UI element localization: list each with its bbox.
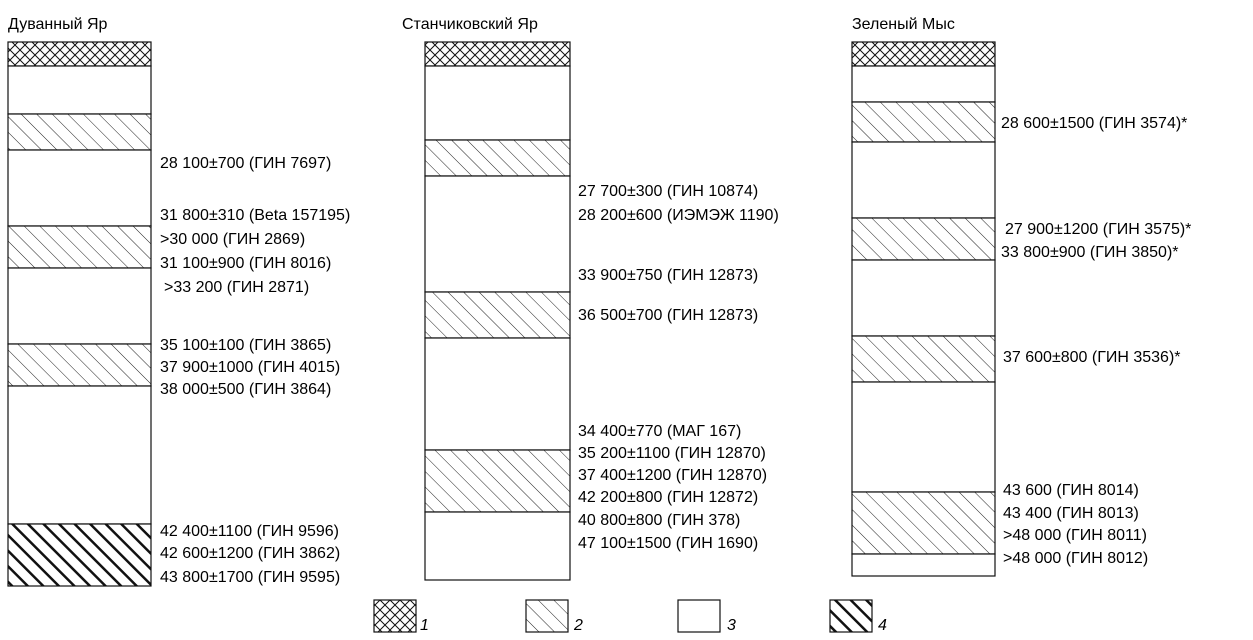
legend-label: 3: [727, 617, 736, 634]
column-duvanny-yar: Дуванный Яр 28 100±700 (ГИН 7697) 31 800…: [7, 16, 350, 587]
date-label: 27 900±1200 (ГИН 3575)*: [1005, 221, 1191, 238]
layer-blank: [851, 141, 996, 219]
date-label: 33 800±900 (ГИН 3850)*: [1001, 244, 1179, 261]
legend-item: 1: [373, 599, 429, 634]
layer-hatched: [851, 101, 996, 143]
legend-swatch-blank: [677, 599, 721, 633]
column-zeleny-mys: Зеленый Мыс 28 600±1500 (ГИН 3574)* 27 9…: [851, 16, 1191, 577]
layer-blank: [424, 175, 571, 293]
date-label: 28 100±700 (ГИН 7697): [160, 155, 331, 172]
layer-hatched: [7, 343, 152, 387]
layer-stack: [851, 41, 996, 577]
layer-blank: [424, 511, 571, 581]
date-label: 37 400±1200 (ГИН 12870): [578, 467, 767, 484]
legend-item: 3: [677, 599, 736, 634]
layer-blank: [7, 149, 152, 227]
date-label: 37 600±800 (ГИН 3536)*: [1003, 349, 1181, 366]
date-label: 31 800±310 (Beta 157195): [160, 207, 350, 224]
date-label: >33 200 (ГИН 2871): [164, 279, 309, 296]
date-label: >30 000 (ГИН 2869): [160, 231, 305, 248]
date-label: 35 100±100 (ГИН 3865): [160, 337, 331, 354]
date-label: 43 400 (ГИН 8013): [1003, 505, 1139, 522]
layer-blank: [7, 65, 152, 115]
date-label: 33 900±750 (ГИН 12873): [578, 267, 758, 284]
legend-label: 2: [573, 617, 583, 634]
date-label: 27 700±300 (ГИН 10874): [578, 183, 758, 200]
layer-hatched: [851, 217, 996, 261]
layer-blank: [851, 553, 996, 577]
legend-label: 1: [420, 617, 429, 634]
legend-swatch-hatch: [525, 599, 569, 633]
column-stanchikovsky-yar: Станчиковский Яр 27 700±300 (ГИН 10874) …: [402, 16, 779, 581]
date-label: 42 200±800 (ГИН 12872): [578, 489, 758, 506]
date-label: 36 500±700 (ГИН 12873): [578, 307, 758, 324]
date-label: 43 600 (ГИН 8014): [1003, 482, 1139, 499]
date-label: 47 100±1500 (ГИН 1690): [578, 535, 758, 552]
legend-item: 2: [525, 599, 583, 634]
layer-hatched: [424, 291, 571, 339]
column-title: Дуванный Яр: [8, 16, 108, 33]
layer-hatched: [851, 491, 996, 555]
date-label: 35 200±1100 (ГИН 12870): [578, 445, 766, 462]
layer-blank: [851, 259, 996, 337]
date-label: 42 600±1200 (ГИН 3862): [160, 545, 340, 562]
layer-crosshatch: [424, 41, 571, 67]
layer-crosshatch: [851, 41, 996, 67]
layer-hatched: [424, 139, 571, 177]
layer-hatched: [7, 225, 152, 269]
layer-blank: [7, 267, 152, 345]
layer-hatched: [851, 335, 996, 383]
layer-blank: [851, 65, 996, 103]
layer-stack: [424, 41, 571, 581]
legend-swatch-cross: [373, 599, 417, 633]
date-label: >48 000 (ГИН 8011): [1003, 527, 1147, 544]
legend: 1 2 3 4: [373, 599, 887, 634]
date-label: 28 600±1500 (ГИН 3574)*: [1001, 115, 1187, 132]
date-label: >48 000 (ГИН 8012): [1003, 550, 1148, 567]
date-label: 38 000±500 (ГИН 3864): [160, 381, 331, 398]
date-label: 31 100±900 (ГИН 8016): [160, 255, 331, 272]
layer-stack: [7, 41, 152, 587]
column-title: Зеленый Мыс: [852, 16, 955, 33]
date-label: 34 400±770 (МАГ 167): [578, 423, 741, 440]
layer-blank: [424, 65, 571, 141]
layer-bold-hatched: [7, 523, 152, 587]
legend-label: 4: [878, 617, 887, 634]
layer-blank: [851, 381, 996, 493]
layer-hatched: [424, 449, 571, 513]
date-label: 28 200±600 (ИЭМЭЖ 1190): [578, 207, 779, 224]
layer-blank: [7, 385, 152, 525]
date-label: 37 900±1000 (ГИН 4015): [160, 359, 340, 376]
legend-swatch-bold-hatch: [829, 599, 873, 633]
column-title: Станчиковский Яр: [402, 16, 538, 33]
legend-item: 4: [829, 599, 887, 634]
date-label: 43 800±1700 (ГИН 9595): [160, 569, 340, 586]
layer-crosshatch: [7, 41, 152, 67]
date-label: 40 800±800 (ГИН 378): [578, 512, 740, 529]
date-label: 42 400±1100 (ГИН 9596): [160, 523, 339, 540]
layer-blank: [424, 337, 571, 451]
layer-hatched: [7, 113, 152, 151]
